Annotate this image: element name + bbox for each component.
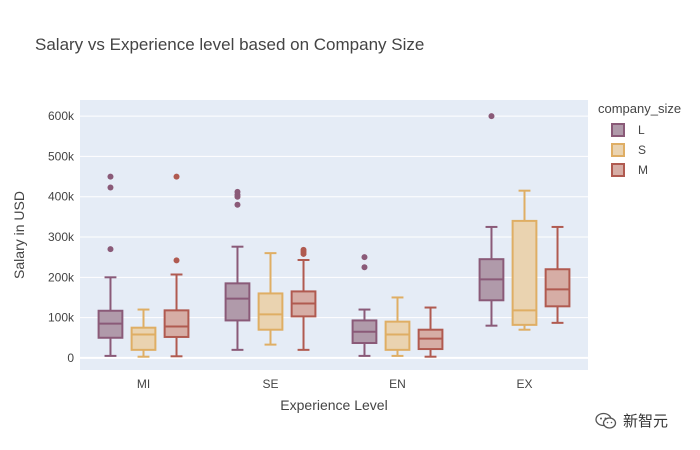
box-iqr bbox=[384, 320, 411, 351]
y-tick-label: 100k bbox=[48, 311, 75, 325]
box-series-layer bbox=[97, 113, 571, 358]
series-M bbox=[163, 173, 571, 358]
wechat-icon bbox=[595, 412, 617, 429]
box-M-SE[interactable] bbox=[290, 246, 317, 351]
watermark: 新智元 bbox=[595, 410, 668, 431]
x-tick-label: EN bbox=[389, 377, 406, 391]
legend-swatch bbox=[611, 123, 625, 137]
outlier-point bbox=[488, 113, 495, 120]
legend-swatch bbox=[611, 163, 625, 177]
x-tick-label: EX bbox=[516, 377, 532, 391]
box-iqr bbox=[163, 309, 190, 338]
legend-item-L[interactable]: L bbox=[611, 123, 645, 137]
outlier-point bbox=[173, 257, 180, 264]
legend-swatch bbox=[611, 143, 625, 157]
outlier-point bbox=[234, 188, 241, 195]
y-tick-label: 300k bbox=[48, 230, 75, 244]
legend-item-M[interactable]: M bbox=[611, 163, 648, 177]
outlier-point bbox=[173, 173, 180, 180]
x-axis-title: Experience Level bbox=[280, 397, 387, 413]
legend-label: L bbox=[638, 123, 645, 137]
box-L-MI[interactable] bbox=[97, 173, 124, 357]
box-S-MI[interactable] bbox=[130, 308, 157, 358]
y-tick-label: 500k bbox=[48, 149, 75, 163]
box-iqr bbox=[544, 268, 571, 308]
y-tick-label: 0 bbox=[67, 351, 74, 365]
legend-label: S bbox=[638, 143, 646, 157]
box-iqr bbox=[257, 292, 284, 331]
y-tick-label: 200k bbox=[48, 270, 75, 284]
series-L bbox=[97, 113, 505, 357]
legend-item-S[interactable]: S bbox=[611, 143, 646, 157]
chart-title: Salary vs Experience level based on Comp… bbox=[35, 35, 424, 54]
box-S-SE[interactable] bbox=[257, 252, 284, 346]
outlier-point bbox=[361, 264, 368, 271]
box-iqr bbox=[511, 219, 538, 326]
box-iqr bbox=[224, 282, 251, 322]
box-M-MI[interactable] bbox=[163, 173, 190, 358]
y-axis-title: Salary in USD bbox=[11, 191, 27, 279]
box-M-EX[interactable] bbox=[544, 225, 571, 324]
legend-label: M bbox=[638, 163, 648, 177]
box-M-EN[interactable] bbox=[417, 306, 444, 358]
outlier-point bbox=[107, 173, 114, 180]
legend[interactable]: company_size LSM bbox=[598, 101, 681, 177]
outlier-point bbox=[234, 201, 241, 208]
outlier-point bbox=[107, 246, 114, 253]
x-tick-label: SE bbox=[262, 377, 278, 391]
box-S-EX[interactable] bbox=[511, 189, 538, 331]
y-tick-label: 600k bbox=[48, 109, 75, 123]
outlier-point bbox=[107, 184, 114, 191]
box-iqr bbox=[130, 326, 157, 351]
axes: 0 100k 200k 300k 400k 500k 600k MI SE EN EX bbox=[48, 109, 533, 391]
series-S bbox=[130, 189, 538, 358]
legend-title: company_size bbox=[598, 101, 681, 116]
x-tick-label: MI bbox=[137, 377, 150, 391]
box-L-EX[interactable] bbox=[478, 113, 505, 327]
box-L-EN[interactable] bbox=[351, 254, 378, 357]
watermark-text: 新智元 bbox=[623, 413, 669, 430]
y-tick-label: 400k bbox=[48, 190, 75, 204]
box-S-EN[interactable] bbox=[384, 296, 411, 357]
outlier-point bbox=[300, 246, 307, 253]
outlier-point bbox=[361, 254, 368, 261]
box-L-SE[interactable] bbox=[224, 188, 251, 351]
